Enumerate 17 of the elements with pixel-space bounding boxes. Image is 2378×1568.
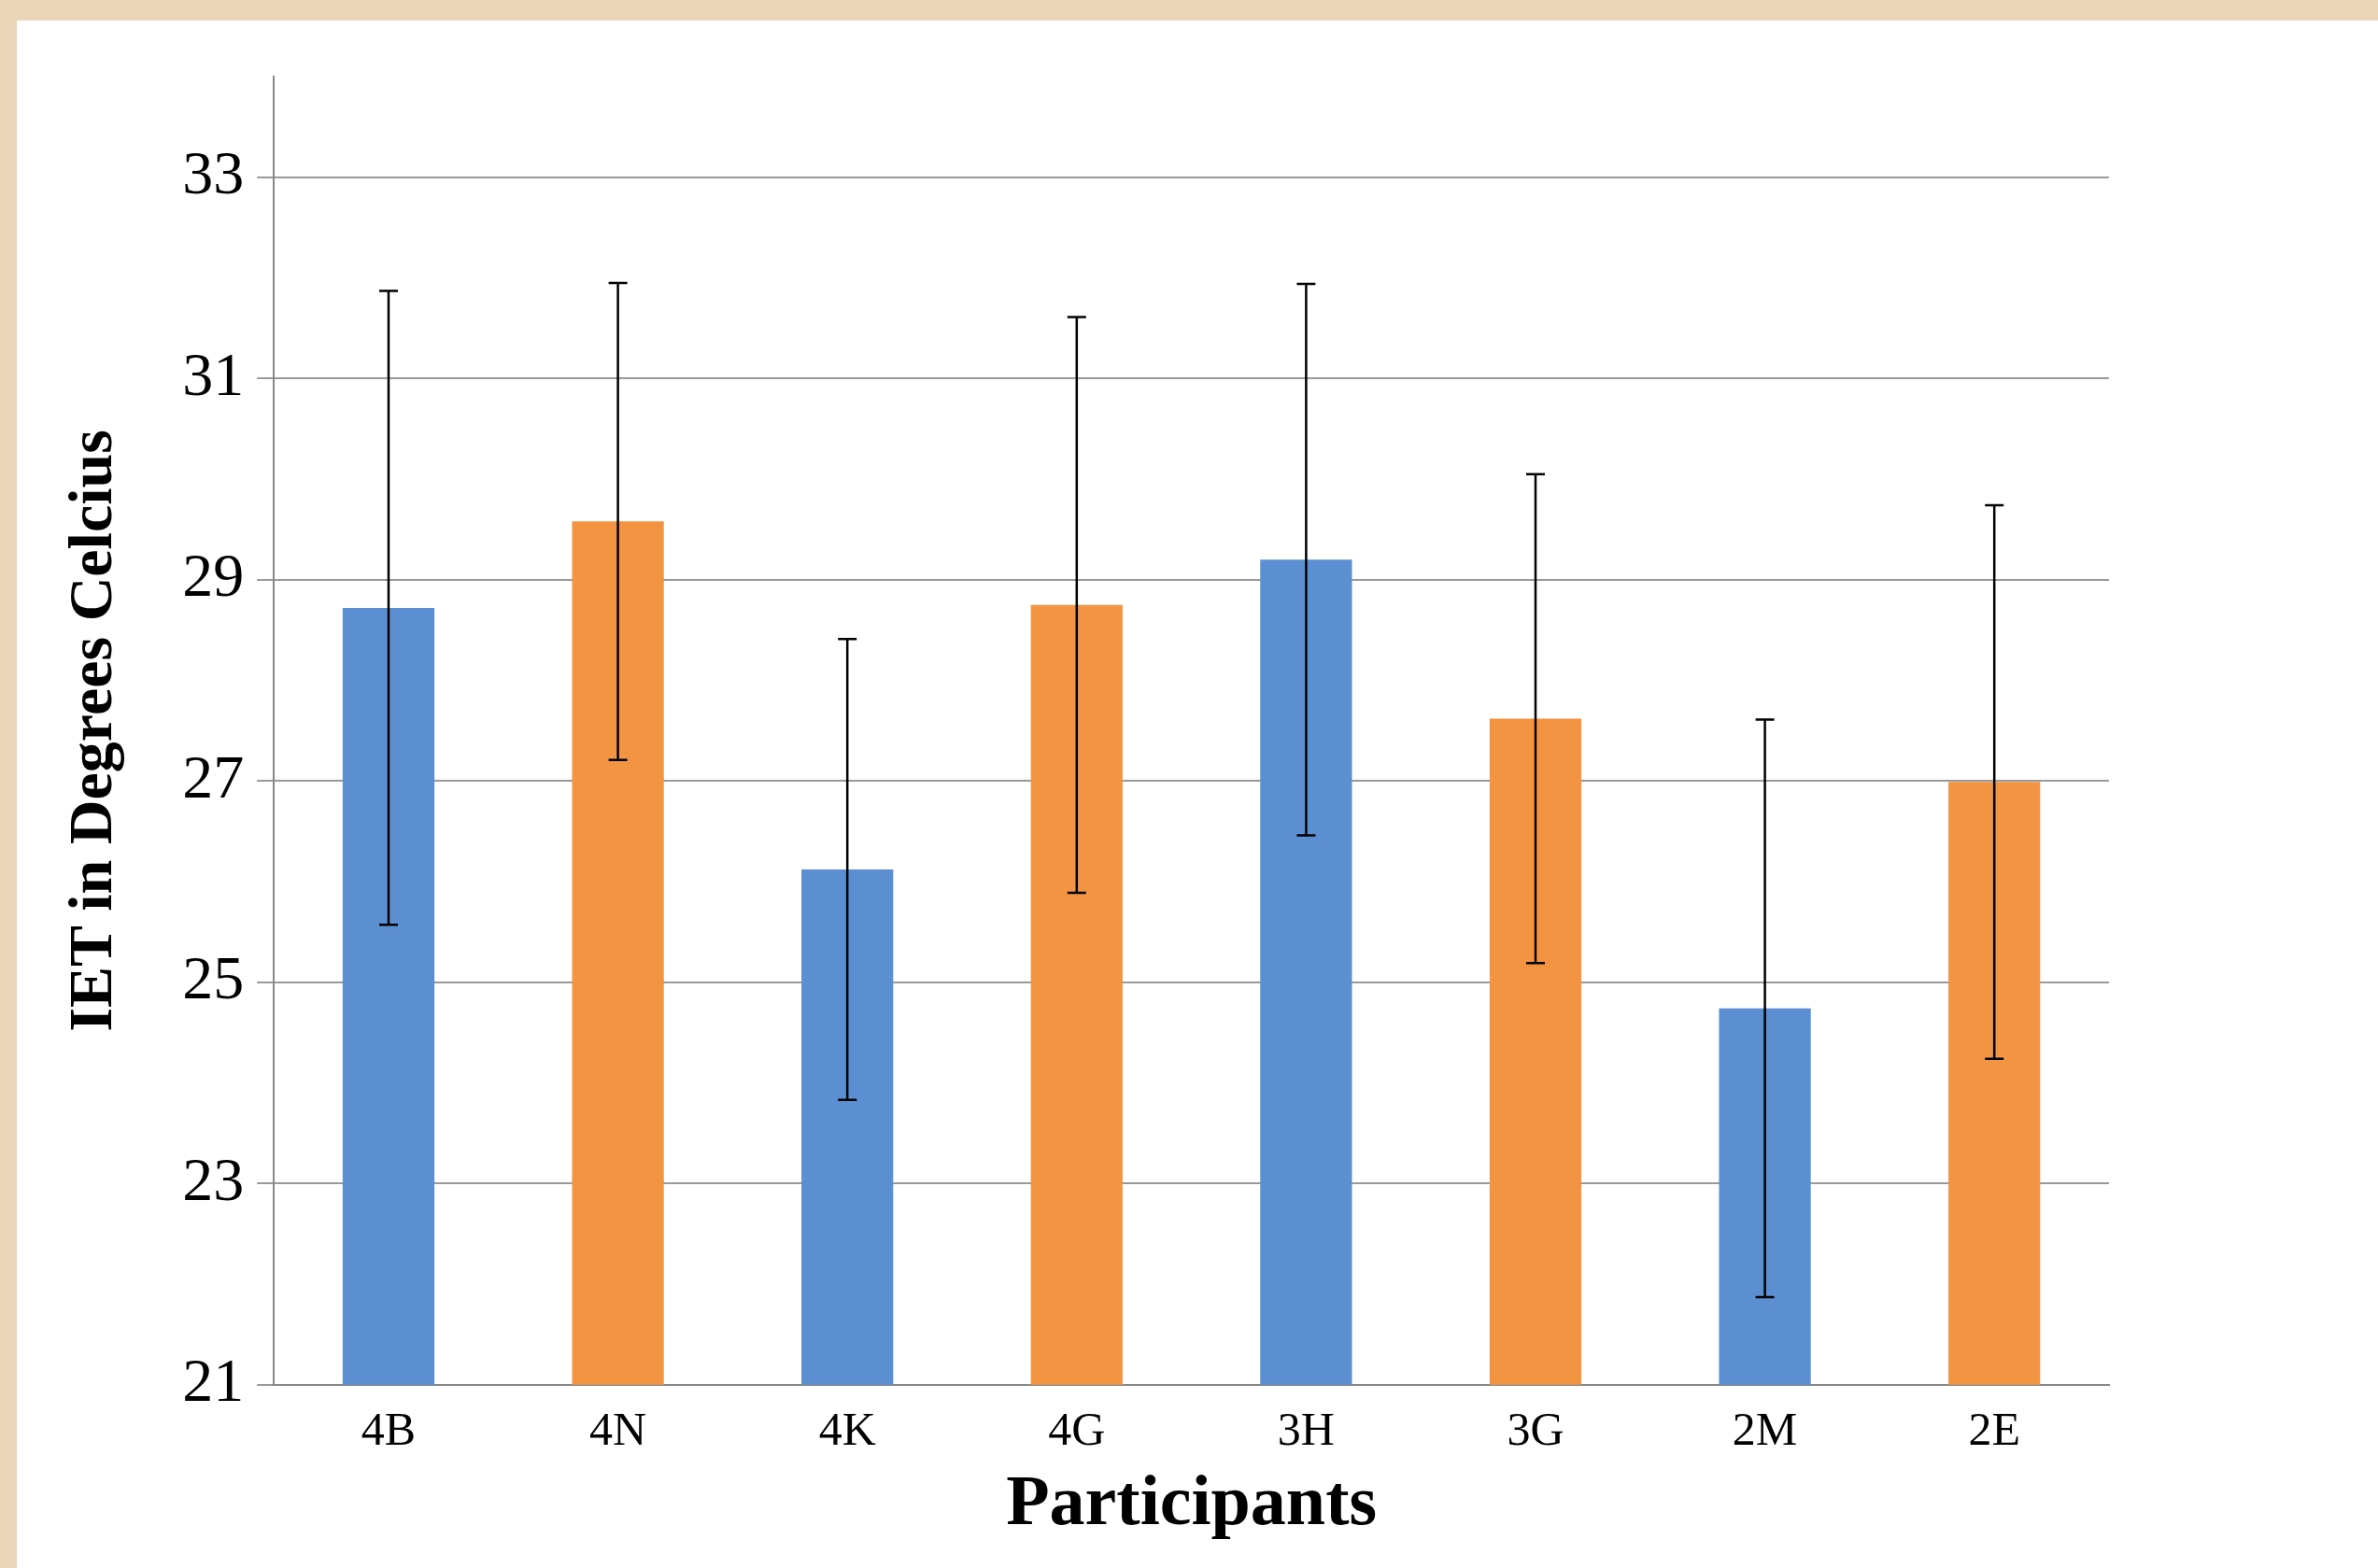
y-tick-label: 31 <box>182 339 245 408</box>
x-tick-label: 4G <box>1048 1402 1106 1455</box>
y-tick-label: 29 <box>182 541 245 610</box>
x-tick-label: 2M <box>1732 1402 1798 1455</box>
x-tick-label: 3H <box>1277 1402 1335 1455</box>
y-tick-label: 33 <box>182 138 245 207</box>
y-tick-label: 25 <box>182 943 245 1012</box>
y-tick-label: 27 <box>182 742 245 811</box>
y-axis-title: IET in Degrees Celcius <box>55 430 124 1032</box>
x-axis-title: Participants <box>1006 1461 1378 1540</box>
y-tick-label: 21 <box>182 1346 245 1415</box>
y-tick-label: 23 <box>182 1144 245 1213</box>
x-tick-label: 3G <box>1507 1402 1564 1455</box>
x-tick-label: 4B <box>361 1402 417 1455</box>
x-tick-label: 4N <box>589 1402 647 1455</box>
x-tick-label: 4K <box>818 1402 876 1455</box>
x-tick-label: 2E <box>1968 1402 2020 1455</box>
